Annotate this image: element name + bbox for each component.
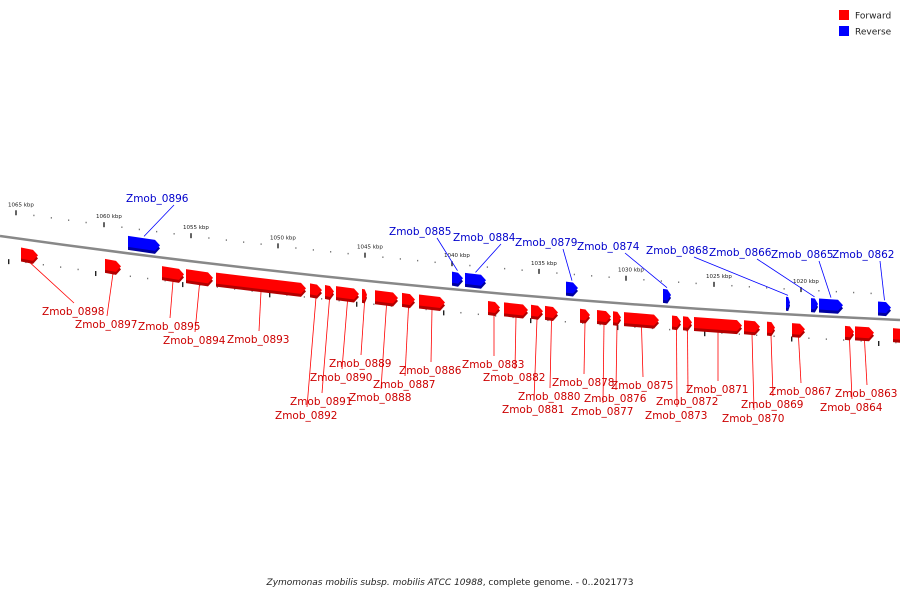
gene-zmob-0895[interactable] <box>162 266 184 280</box>
legend-reverse-label: Reverse <box>855 28 892 38</box>
gene-zmob-0880[interactable] <box>545 305 558 318</box>
gene-label[interactable]: Zmob_0896 <box>126 193 189 205</box>
gene-label[interactable]: Zmob_0873 <box>645 410 707 422</box>
gene-features <box>21 235 900 343</box>
gene-label[interactable]: Zmob_0881 <box>502 404 564 416</box>
gene-label[interactable]: Zmob_0866 <box>709 247 772 259</box>
gene-zmob-0891[interactable] <box>325 284 334 297</box>
scale-tick-label: 1055 kbp <box>183 225 209 231</box>
gene-label[interactable]: Zmob_0889 <box>329 358 391 370</box>
gene-zmob-0862[interactable] <box>878 301 891 314</box>
gene-zmob-0896[interactable] <box>128 235 160 251</box>
gene-zmob-0866[interactable] <box>811 298 818 310</box>
gene-zmob-0870[interactable] <box>744 320 760 333</box>
gene-label[interactable]: Zmob_0864 <box>820 402 883 414</box>
caption-organism: Zymomonas mobilis subsp. mobilis ATCC 10… <box>266 578 483 588</box>
scale-tick-label: 1050 kbp <box>270 235 296 241</box>
gene-zmob-0878[interactable] <box>580 308 590 321</box>
gene-label[interactable]: Zmob_0894 <box>163 335 226 347</box>
gene-label[interactable]: Zmob_0874 <box>577 241 640 253</box>
gene-label[interactable]: Zmob_0875 <box>611 380 673 392</box>
gene-zmob-0893[interactable] <box>216 272 306 294</box>
scale-tick-label: 1035 kbp <box>531 261 557 267</box>
gene-zmob-0892[interactable] <box>310 283 322 296</box>
gene-label[interactable]: Zmob_0863 <box>835 388 897 400</box>
gene-label[interactable]: Zmob_0886 <box>399 365 462 377</box>
gene-zmob-0882[interactable] <box>504 302 528 316</box>
gene-label[interactable]: Zmob_0885 <box>389 226 451 238</box>
gene-label[interactable]: Zmob_0876 <box>584 393 647 405</box>
gene-zmob-0868[interactable] <box>786 296 790 308</box>
caption-suffix: , complete genome. - 0..2021773 <box>482 578 634 588</box>
map-caption: Zymomonas mobilis subsp. mobilis ATCC 10… <box>0 578 900 588</box>
scale-ticks: 1065 kbp 1060 kbp 1055 kbp 1050 kbp 1045 kbp… <box>8 202 897 346</box>
gene-label[interactable]: Zmob_0895 <box>138 321 200 333</box>
gene-zmob-0872[interactable] <box>683 316 692 328</box>
gene-label[interactable]: Zmob_0884 <box>453 232 516 244</box>
gene-zmob-0874[interactable] <box>663 288 671 301</box>
gene-label[interactable]: Zmob_0882 <box>483 372 545 384</box>
gene-label[interactable]: Zmob_0872 <box>656 396 718 408</box>
gene-zmob-0885[interactable] <box>452 271 463 284</box>
gene-label[interactable]: Zmob_0891 <box>290 396 352 408</box>
gene-label[interactable]: Zmob_0878 <box>552 377 614 389</box>
gene-label[interactable]: Zmob_0880 <box>518 391 580 403</box>
gene-zmob-0883[interactable] <box>488 300 500 314</box>
gene-label[interactable]: Zmob_0893 <box>227 334 289 346</box>
gene-zmob-0873[interactable] <box>672 315 681 328</box>
gene-label[interactable]: Zmob_0890 <box>310 372 372 384</box>
gene-label[interactable]: Zmob_0898 <box>42 306 104 318</box>
gene-label[interactable]: Zmob_0870 <box>722 413 784 425</box>
gene-zmob-0879[interactable] <box>566 281 578 294</box>
gene-label[interactable]: Zmob_0868 <box>646 245 708 257</box>
legend-forward-swatch <box>839 10 849 20</box>
gene-zmob-0888[interactable] <box>375 290 398 304</box>
gene-zmob-0869[interactable] <box>767 321 775 334</box>
scale-tick-label: 1040 kbp <box>444 253 470 259</box>
gene-zmob-0863[interactable] <box>855 326 874 339</box>
gene-zmob-0886[interactable] <box>419 294 445 309</box>
gene-zmob-0877[interactable] <box>597 310 611 323</box>
gene-zmob-0864[interactable] <box>845 325 854 338</box>
legend: Forward Reverse <box>839 10 892 38</box>
gene-label[interactable]: Zmob_0897 <box>75 319 137 331</box>
scale-tick-label: 1045 kbp <box>357 245 383 251</box>
gene-zmob-0881[interactable] <box>531 304 543 317</box>
gene-zmob-0867[interactable] <box>792 323 805 335</box>
gene-zmob-0894[interactable] <box>186 269 213 284</box>
scale-tick-label: 1025 kbp <box>706 274 732 280</box>
gene-label[interactable]: Zmob_0877 <box>571 406 633 418</box>
legend-forward-label: Forward <box>855 12 891 22</box>
gene-zmob-0887[interactable] <box>402 292 415 306</box>
gene-zmob-0898[interactable] <box>21 247 38 261</box>
gene-label[interactable]: Zmob_0887 <box>373 379 435 391</box>
scale-tick-label: 1020 kbp <box>793 279 819 285</box>
gene-label[interactable]: Zmob_0888 <box>349 392 411 404</box>
gene-label[interactable]: Zmob_0883 <box>462 359 524 371</box>
label-leader-lines <box>29 204 885 411</box>
gene-label[interactable]: Zmob_0871 <box>686 384 748 396</box>
gene-zmob-0876[interactable] <box>613 311 621 323</box>
legend-reverse-swatch <box>839 26 849 36</box>
gene-label[interactable]: Zmob_0867 <box>769 386 831 398</box>
gene-label[interactable]: Zmob_0865 <box>771 249 833 261</box>
gene-zmob-0884[interactable] <box>465 272 486 286</box>
gene-label[interactable]: Zmob_0879 <box>515 237 577 249</box>
gene-zmob-0897[interactable] <box>105 258 121 272</box>
gene-label[interactable]: Zmob_0892 <box>275 410 337 422</box>
scale-tick-label: 1030 kbp <box>618 268 644 274</box>
gene-zmob-0875[interactable] <box>624 312 659 326</box>
gene-zmob-0865[interactable] <box>819 298 843 311</box>
scale-tick-label: 1060 kbp <box>96 214 122 220</box>
gene-label[interactable]: Zmob_0862 <box>832 249 894 261</box>
gene-zmob-0889[interactable] <box>362 288 367 301</box>
gene-zmob-0871[interactable] <box>694 317 742 332</box>
gene-label[interactable]: Zmob_0869 <box>741 399 803 411</box>
scale-tick-label: 1065 kbp <box>8 202 34 208</box>
gene-zmob-0890[interactable] <box>336 286 359 300</box>
genome-backbone <box>0 234 900 322</box>
